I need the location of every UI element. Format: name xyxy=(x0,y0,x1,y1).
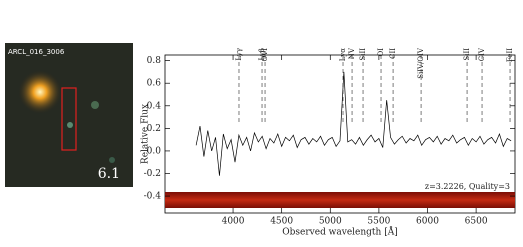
object-id: 6.1 xyxy=(98,166,120,182)
line-label: Lyγ xyxy=(235,48,243,61)
line-label: CIV xyxy=(478,47,486,61)
y-tick-label: 0.8 xyxy=(147,56,162,66)
line-label: OI xyxy=(377,48,385,57)
source xyxy=(109,157,115,163)
object-label: ARCL_016_3006 xyxy=(8,48,65,56)
y-tick-label: 0.4 xyxy=(147,101,162,111)
line-label: CII xyxy=(389,48,397,59)
spectrum xyxy=(195,71,512,176)
y-tick-label: 0.6 xyxy=(147,79,162,89)
x-tick-label: 6000 xyxy=(416,217,439,227)
slit-box xyxy=(61,87,77,151)
x-tick-label: 5000 xyxy=(319,217,342,227)
line-label: FeII xyxy=(506,48,514,62)
y-axis-label: Relative Flux xyxy=(141,104,151,164)
line-label: Lyβ xyxy=(258,48,266,61)
x-tick-label: 5500 xyxy=(367,217,390,227)
source xyxy=(91,101,99,109)
line-label: SiII xyxy=(359,48,367,61)
x-axis-label: Observed wavelength [Å] xyxy=(282,226,397,238)
y-tick-label: 0.0 xyxy=(147,146,162,156)
cutout xyxy=(5,43,133,187)
y-tick-label: -0.2 xyxy=(144,169,161,179)
line-label: OVI xyxy=(261,48,269,62)
line-label: SiIV/OIV xyxy=(417,47,425,79)
x-tick-label: 4000 xyxy=(222,217,245,227)
y-tick-label: -0.4 xyxy=(144,192,162,202)
line-label: Lyα xyxy=(339,48,347,61)
image-panel: ARCL_016_3006 6.1 xyxy=(5,43,133,187)
line-label: SiII xyxy=(463,48,471,61)
source xyxy=(67,122,73,128)
spectrum-2d xyxy=(165,192,515,208)
x-tick-label: 4500 xyxy=(270,217,293,227)
y-tick-label: 0.2 xyxy=(147,124,161,134)
x-tick-label: 6500 xyxy=(465,217,488,227)
annotation: z=3.2226, Quality=3 xyxy=(425,182,510,191)
annotation-box xyxy=(408,181,512,192)
galaxy xyxy=(18,70,62,114)
plot-frame xyxy=(164,54,516,214)
line-label: NV xyxy=(348,47,356,59)
